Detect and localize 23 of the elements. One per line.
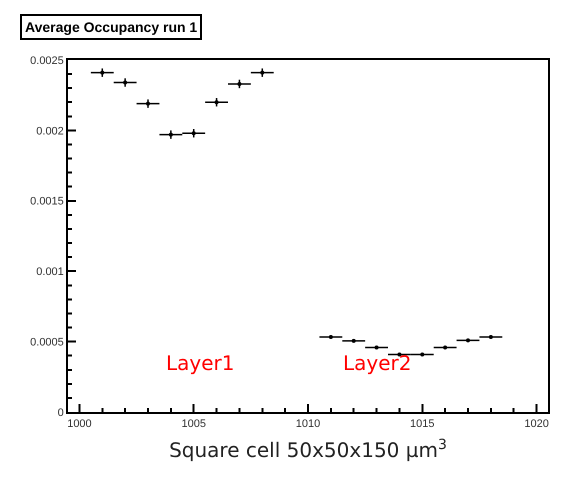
x-tick-label: 1015 bbox=[410, 418, 435, 430]
annotation: Layer1 bbox=[166, 351, 234, 375]
y-tick-label: 0.001 bbox=[36, 266, 64, 278]
point bbox=[237, 82, 242, 86]
x-tick-label: 1005 bbox=[181, 418, 206, 430]
point bbox=[192, 131, 196, 136]
x-tick-label: 1000 bbox=[67, 418, 92, 430]
point bbox=[123, 80, 128, 85]
x-axis-title: Square cell 50x50x150 μm$^{3}$ bbox=[169, 436, 447, 462]
chart-title: Average Occupancy run 1 bbox=[25, 19, 198, 35]
x-tick-label: 1010 bbox=[296, 418, 320, 430]
y-tick-label: 0.0005 bbox=[30, 336, 64, 348]
point bbox=[146, 102, 150, 106]
point bbox=[168, 132, 173, 137]
y-tick-label: 0.0025 bbox=[30, 54, 64, 67]
y-tick-label: 0.0015 bbox=[30, 196, 64, 208]
y-tick-label: 0.002 bbox=[36, 125, 64, 138]
point bbox=[100, 70, 104, 75]
point bbox=[260, 70, 264, 75]
y-tick-label: 0 bbox=[58, 406, 64, 419]
x-tick-label: 1020 bbox=[524, 418, 549, 430]
point bbox=[214, 100, 219, 104]
annotation: Layer2 bbox=[343, 351, 412, 375]
